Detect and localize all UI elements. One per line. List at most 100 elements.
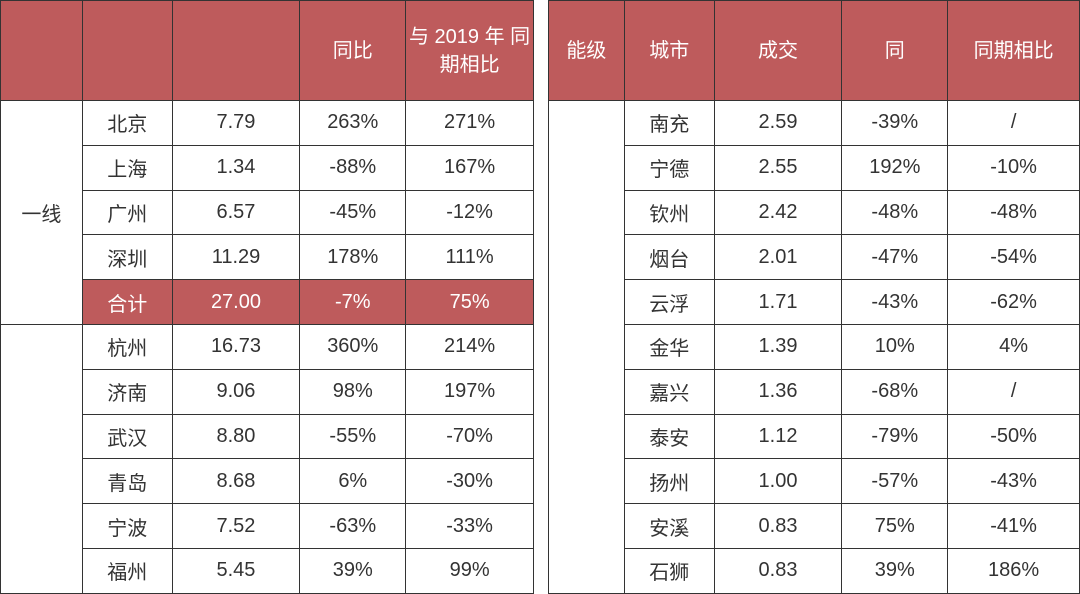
table-row: 烟台2.01-47%-54%	[549, 235, 1080, 280]
cell-city: 上海	[82, 145, 172, 190]
cell-city: 宁德	[624, 145, 714, 190]
cell-vs2019: -62%	[948, 280, 1080, 325]
cell-vs2019: -12%	[406, 190, 534, 235]
cell-area: 1.71	[714, 280, 842, 325]
cell-area: 8.68	[172, 459, 300, 504]
cell-area: 8.80	[172, 414, 300, 459]
cell-city: 钦州	[624, 190, 714, 235]
cell-area: 1.36	[714, 369, 842, 414]
cell-city: 杭州	[82, 324, 172, 369]
cell-city: 宁波	[82, 504, 172, 549]
cell-vs2019: -50%	[948, 414, 1080, 459]
cell-area: 9.06	[172, 369, 300, 414]
table-row: 石狮0.8339%186%	[549, 548, 1080, 593]
cell-vs2019: 111%	[406, 235, 534, 280]
cell-area: 5.45	[172, 548, 300, 593]
cell-city: 合计	[82, 280, 172, 325]
cell-vs2019: -70%	[406, 414, 534, 459]
cell-area: 27.00	[172, 280, 300, 325]
cell-yoy: 6%	[300, 459, 406, 504]
col-city-r: 城市	[624, 1, 714, 101]
col-vs2019-r: 同期相比	[948, 1, 1080, 101]
cell-yoy: 39%	[842, 548, 948, 593]
table-row: 钦州2.42-48%-48%	[549, 190, 1080, 235]
table-row: 云浮1.71-43%-62%	[549, 280, 1080, 325]
cell-vs2019: -54%	[948, 235, 1080, 280]
table-row: 金华1.3910%4%	[549, 324, 1080, 369]
cell-yoy: 39%	[300, 548, 406, 593]
table-container: 同比 与 2019 年 同期相比 一线北京7.79263%271%上海1.34-…	[0, 0, 1080, 594]
cell-yoy: -68%	[842, 369, 948, 414]
col-area-r: 成交	[714, 1, 842, 101]
cell-yoy: -7%	[300, 280, 406, 325]
left-table-head: 同比 与 2019 年 同期相比	[1, 1, 534, 101]
cell-city: 青岛	[82, 459, 172, 504]
cell-city: 武汉	[82, 414, 172, 459]
cell-area: 1.12	[714, 414, 842, 459]
cell-yoy: -57%	[842, 459, 948, 504]
cell-city: 深圳	[82, 235, 172, 280]
cell-yoy: -63%	[300, 504, 406, 549]
cell-vs2019: 75%	[406, 280, 534, 325]
cell-city: 福州	[82, 548, 172, 593]
table-row: 泰安1.12-79%-50%	[549, 414, 1080, 459]
tier-cell	[1, 324, 83, 593]
cell-area: 11.29	[172, 235, 300, 280]
cell-yoy: 263%	[300, 101, 406, 146]
cell-city: 泰安	[624, 414, 714, 459]
cell-yoy: 75%	[842, 504, 948, 549]
cell-city: 金华	[624, 324, 714, 369]
cell-yoy: 10%	[842, 324, 948, 369]
table-row: 杭州16.73360%214%	[1, 324, 534, 369]
table-row: 一线北京7.79263%271%	[1, 101, 534, 146]
cell-yoy: -43%	[842, 280, 948, 325]
table-row: 安溪0.8375%-41%	[549, 504, 1080, 549]
cell-yoy: -88%	[300, 145, 406, 190]
cell-vs2019: -30%	[406, 459, 534, 504]
cell-area: 7.79	[172, 101, 300, 146]
cell-yoy: -45%	[300, 190, 406, 235]
cell-area: 7.52	[172, 504, 300, 549]
cell-area: 1.34	[172, 145, 300, 190]
cell-vs2019: /	[948, 369, 1080, 414]
cell-vs2019: -43%	[948, 459, 1080, 504]
col-tier	[1, 1, 83, 101]
table-gap	[534, 0, 548, 594]
cell-yoy: 360%	[300, 324, 406, 369]
cell-city: 南充	[624, 101, 714, 146]
col-yoy-r: 同	[842, 1, 948, 101]
table-row: 南充2.59-39%/	[549, 101, 1080, 146]
tier-cell: 一线	[1, 101, 83, 325]
cell-city: 北京	[82, 101, 172, 146]
left-table: 同比 与 2019 年 同期相比 一线北京7.79263%271%上海1.34-…	[0, 0, 534, 594]
table-row: 扬州1.00-57%-43%	[549, 459, 1080, 504]
cell-yoy: 192%	[842, 145, 948, 190]
cell-city: 安溪	[624, 504, 714, 549]
right-table-body: 南充2.59-39%/宁德2.55192%-10%钦州2.42-48%-48%烟…	[549, 101, 1080, 594]
cell-area: 2.42	[714, 190, 842, 235]
cell-city: 嘉兴	[624, 369, 714, 414]
cell-vs2019: -41%	[948, 504, 1080, 549]
cell-area: 0.83	[714, 548, 842, 593]
cell-yoy: -47%	[842, 235, 948, 280]
cell-vs2019: 214%	[406, 324, 534, 369]
cell-vs2019: /	[948, 101, 1080, 146]
cell-city: 烟台	[624, 235, 714, 280]
cell-area: 2.55	[714, 145, 842, 190]
cell-city: 济南	[82, 369, 172, 414]
cell-yoy: -39%	[842, 101, 948, 146]
cell-area: 2.01	[714, 235, 842, 280]
cell-city: 扬州	[624, 459, 714, 504]
col-vs2019: 与 2019 年 同期相比	[406, 1, 534, 101]
cell-yoy: 178%	[300, 235, 406, 280]
cell-city: 云浮	[624, 280, 714, 325]
cell-vs2019: 167%	[406, 145, 534, 190]
table-row: 宁德2.55192%-10%	[549, 145, 1080, 190]
cell-vs2019: 99%	[406, 548, 534, 593]
cell-yoy: -55%	[300, 414, 406, 459]
cell-vs2019: 186%	[948, 548, 1080, 593]
cell-area: 1.00	[714, 459, 842, 504]
col-tier-r: 能级	[549, 1, 625, 101]
cell-area: 16.73	[172, 324, 300, 369]
cell-vs2019: 4%	[948, 324, 1080, 369]
